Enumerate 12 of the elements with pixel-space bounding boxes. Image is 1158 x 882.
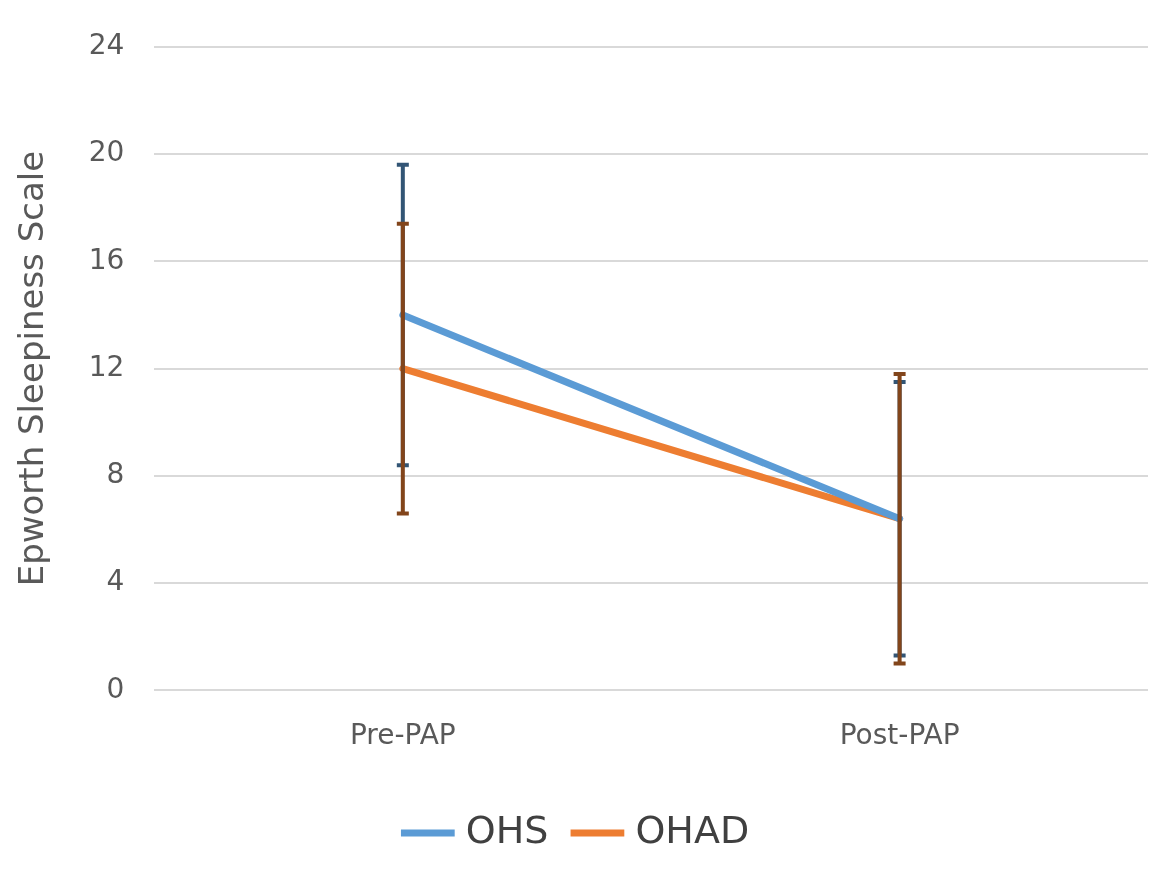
- y-tick-label: 16: [88, 242, 125, 276]
- legend-label: OHAD: [635, 807, 750, 852]
- y-tick-label: 20: [88, 135, 125, 169]
- y-tick-label: 8: [106, 457, 125, 491]
- x-tick-label: Post-PAP: [839, 718, 960, 752]
- y-tick-label: 4: [106, 564, 125, 598]
- x-tick-label: Pre-PAP: [349, 718, 456, 752]
- y-axis-title: Epworth Sleepiness Scale: [11, 150, 52, 587]
- legend-label: OHS: [465, 807, 549, 852]
- y-tick-label: 12: [88, 349, 125, 383]
- y-tick-label: 24: [88, 28, 125, 62]
- y-tick-label: 0: [106, 671, 125, 705]
